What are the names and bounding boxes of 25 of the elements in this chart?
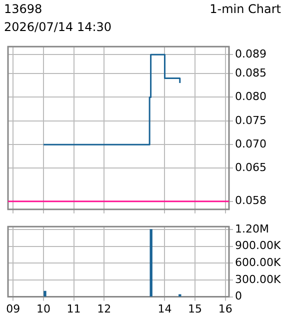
chart-title: 13698 bbox=[4, 1, 44, 18]
x-tick-label: 16 bbox=[218, 302, 232, 316]
x-tick-label: 09 bbox=[6, 302, 20, 316]
y-tick-label: 600.00K bbox=[235, 256, 282, 269]
y-tick-label: 0.065 bbox=[235, 161, 266, 174]
x-tick-label: 15 bbox=[188, 302, 202, 316]
x-tick-label: 14 bbox=[158, 302, 172, 316]
y-tick-label: 1.20M bbox=[235, 222, 269, 236]
x-tick-label: 11 bbox=[66, 302, 81, 316]
x-tick-label: 12 bbox=[97, 302, 112, 316]
y-tick-label: 900.00K bbox=[235, 239, 282, 252]
y-tick-label: 0.070 bbox=[235, 137, 266, 150]
y-tick-label: 300.00K bbox=[235, 272, 282, 286]
text: 1-min Chart bbox=[210, 1, 281, 18]
y-tick-label: 0.075 bbox=[235, 114, 266, 127]
y-tick-label: 0.089 bbox=[235, 48, 266, 61]
y-tick-label: 0 bbox=[235, 290, 242, 303]
y-tick-label: 0.080 bbox=[235, 90, 266, 104]
x-tick-label: 10 bbox=[36, 302, 50, 316]
bar bbox=[44, 290, 46, 297]
bar bbox=[150, 229, 152, 297]
chart-subtitle: 2026/07/14 14:30 bbox=[4, 19, 112, 36]
y-tick-label: 0.085 bbox=[235, 66, 266, 80]
bar bbox=[178, 294, 182, 297]
y-tick-label: 0.058 bbox=[235, 194, 266, 208]
